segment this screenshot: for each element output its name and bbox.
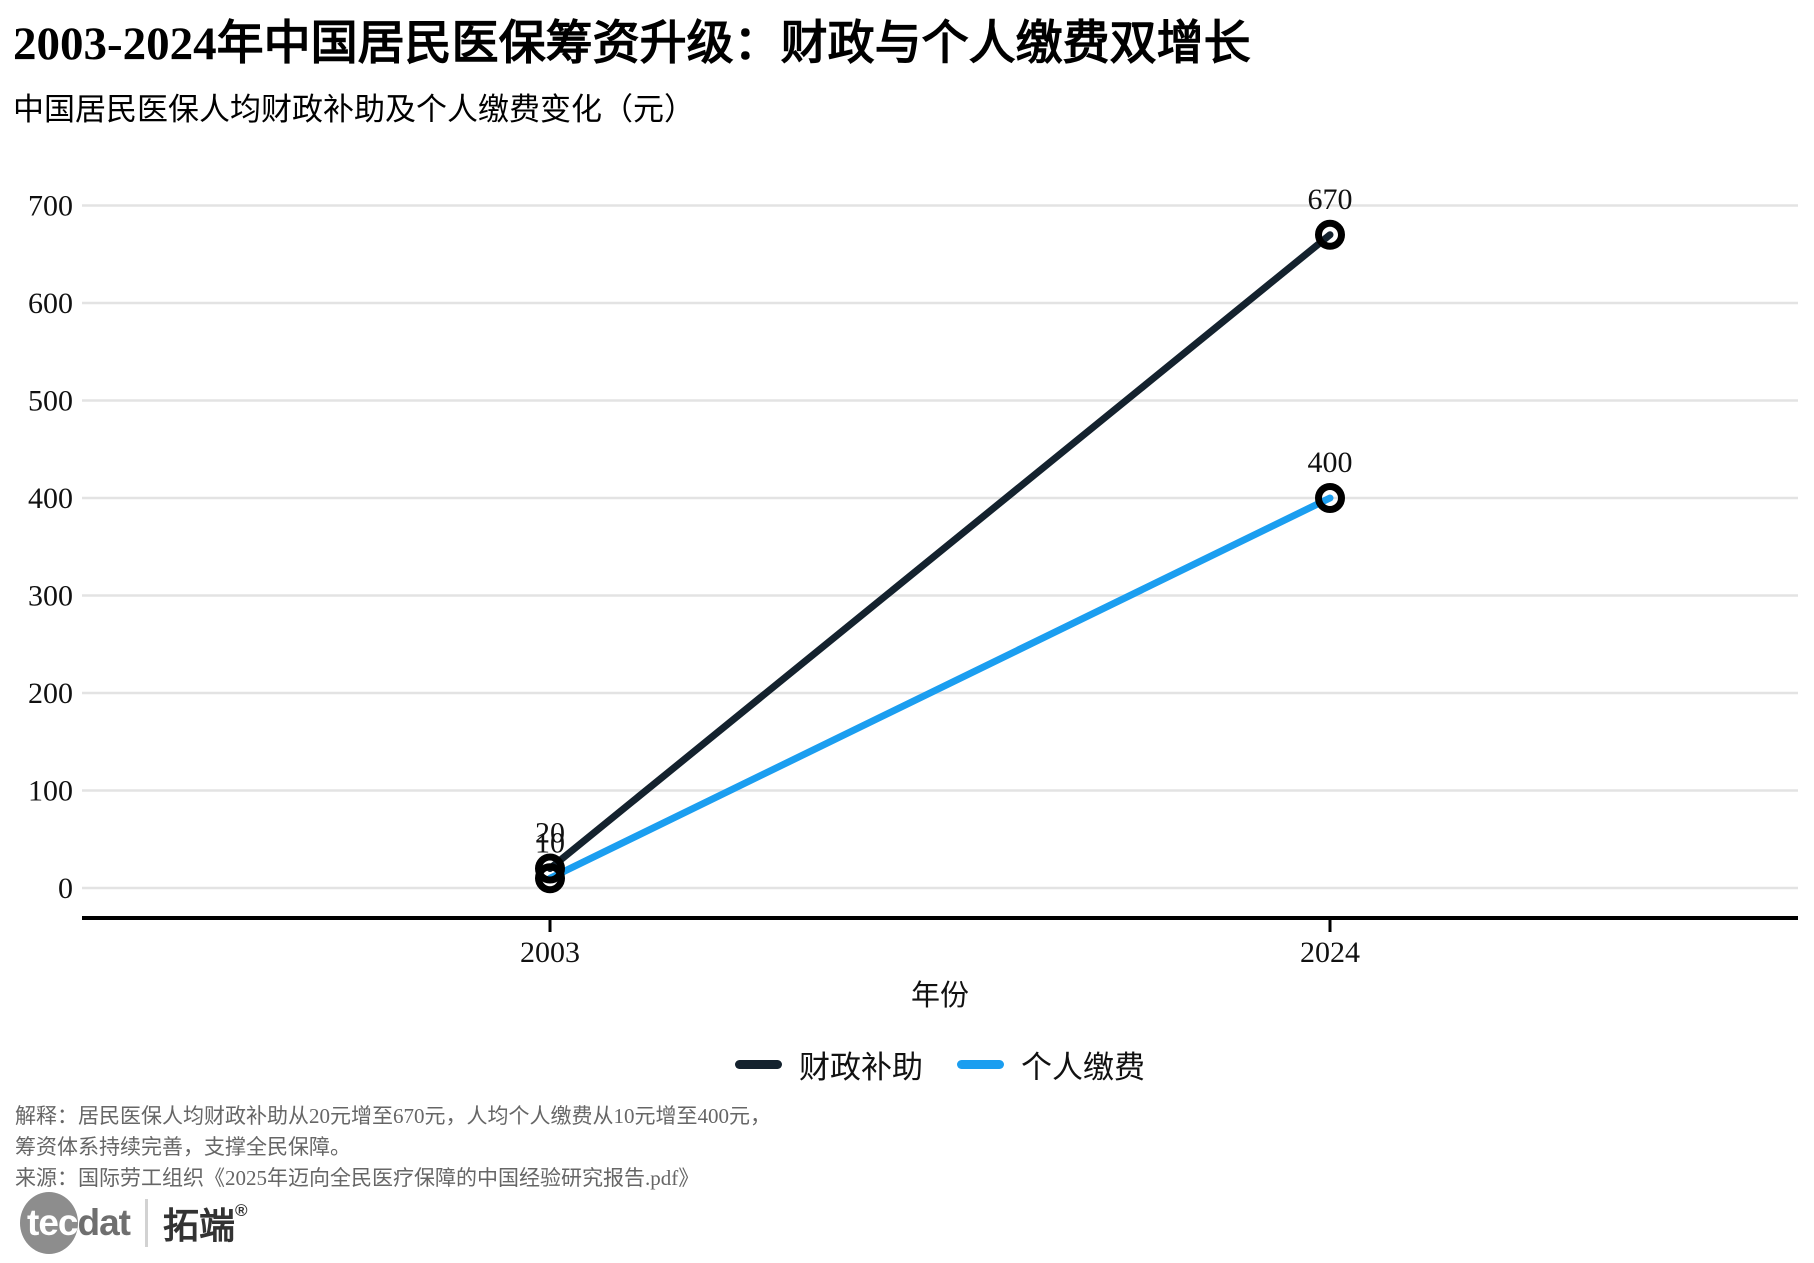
point-label-1-2024: 400 [1308,446,1353,479]
y-tick-label-200: 200 [28,677,73,710]
footnote-line-2: 筹资体系持续完善，支撑全民保障。 [15,1135,351,1159]
legend-label-1: 个人缴费 [1021,1050,1145,1085]
marker-1-2024 [1315,483,1345,513]
legend-label-0: 财政补助 [799,1050,923,1085]
footnote-line-1: 解释：居民医保人均财政补助从20元增至670元，人均个人缴费从10元增至400元… [15,1104,771,1128]
y-tick-label-0: 0 [58,872,73,905]
chart-legend: 财政补助 个人缴费 [82,1042,1798,1087]
footnote-block: 解释：居民医保人均财政补助从20元增至670元，人均个人缴费从10元增至400元… [15,1101,771,1194]
logo-text-dat: dat [77,1202,130,1243]
x-tick-label-2024: 2024 [1300,936,1360,969]
logo-circle-icon [20,1192,78,1254]
chart-subtitle: 中国居民医保人均财政补助及个人缴费变化（元） [13,92,695,127]
chart-title: 2003-2024年中国居民医保筹资升级：财政与个人缴费双增长 [13,18,1251,70]
legend-item-0: 财政补助 [735,1042,923,1087]
point-label-0-2003: 20 [535,817,565,850]
x-tick-label-2003: 2003 [520,936,580,969]
y-tick-label-500: 500 [28,385,73,418]
y-tick-label-100: 100 [28,775,73,808]
source-line: 来源：国际劳工组织《2025年迈向全民医疗保障的中国经验研究报告.pdf》 [15,1166,700,1190]
logo-text-cn: 拓端 [162,1205,235,1246]
legend-swatch-1 [957,1060,1004,1069]
logo-registered-mark: ® [235,1201,248,1220]
marker-0-2024 [1315,219,1345,250]
marker-1-2003 [535,863,565,894]
tecdat-logo: tec dat 拓端 ® [20,1190,248,1256]
marker-0-2003 [535,853,565,884]
legend-swatch-0 [735,1060,782,1069]
logo-text-tec: tec [27,1202,78,1243]
point-label-0-2024: 670 [1308,183,1353,216]
y-tick-label-400: 400 [28,482,73,515]
point-label-1-2003: 10 [535,826,565,859]
y-tick-label-300: 300 [28,580,73,613]
x-axis-title: 年份 [910,980,969,1012]
logo-divider [144,1199,148,1247]
y-tick-label-600: 600 [28,287,73,320]
legend-item-1: 个人缴费 [957,1042,1145,1087]
y-tick-label-700: 700 [28,190,73,223]
series-line-0 [546,231,1334,872]
series-line-1 [546,494,1334,882]
